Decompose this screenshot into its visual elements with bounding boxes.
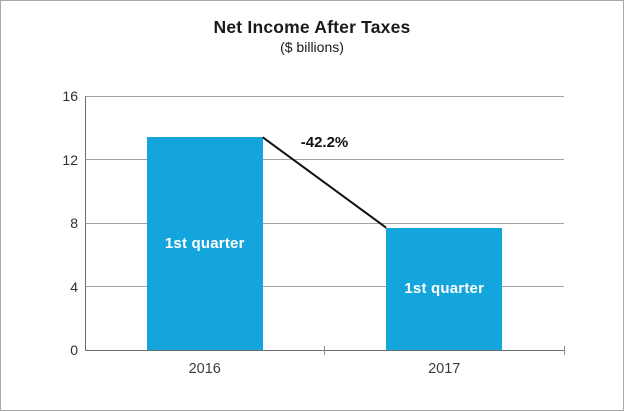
y-axis-line	[85, 96, 86, 350]
bar-2017: 1st quarter	[386, 227, 503, 350]
chart-subtitle: ($ billions)	[280, 39, 344, 55]
bar-label-2017: 1st quarter	[404, 280, 485, 298]
bar-2016: 1st quarter	[146, 137, 263, 350]
x-axis-label-2017: 2017	[428, 361, 461, 377]
percent-change-label: -42.2%	[300, 134, 349, 152]
x-axis-tick	[324, 346, 325, 355]
chart-title: Net Income After Taxes	[213, 17, 411, 37]
gridline-16	[85, 95, 564, 97]
x-axis-label-2016: 2016	[188, 361, 221, 377]
y-tick-label: 16	[62, 88, 78, 104]
bar-label-2016: 1st quarter	[164, 235, 245, 253]
y-tick-label: 0	[70, 342, 78, 358]
y-tick-label: 4	[70, 278, 78, 295]
x-axis-tick	[563, 346, 565, 355]
y-tick-label: 12	[62, 151, 78, 168]
gridline-4	[85, 286, 564, 287]
x-axis-line	[85, 350, 565, 351]
y-tick-label: 8	[70, 215, 78, 231]
